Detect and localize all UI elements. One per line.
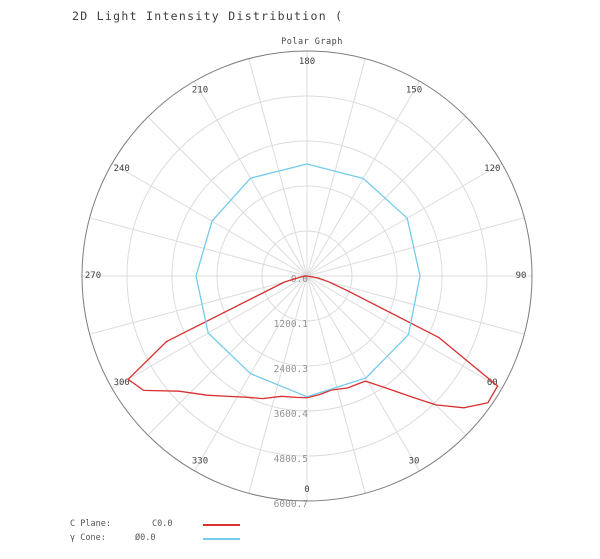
grid-ring: [261, 230, 353, 322]
grid-spoke: [147, 275, 308, 436]
grid-ring: [216, 185, 398, 367]
legend-label-gamma-cone: γ Cone:: [70, 533, 106, 543]
angle-label-180: 180: [299, 57, 315, 67]
grid-spoke: [306, 217, 525, 277]
legend: C Plane: C0.0 γ Cone: Ø0.0: [70, 518, 290, 546]
grid-spoke: [306, 275, 525, 335]
legend-row-gamma-cone: γ Cone: Ø0.0: [70, 532, 290, 546]
angle-label-30: 30: [409, 456, 420, 466]
grid-spoke: [111, 275, 308, 389]
grid-spoke: [306, 163, 503, 277]
grid-spoke: [147, 116, 308, 277]
grid-spoke: [89, 217, 308, 277]
angle-label-240: 240: [114, 164, 130, 174]
grid-spoke: [306, 275, 366, 494]
radial-label-4: 4800.5: [274, 454, 308, 465]
c-plane-curve: [127, 275, 499, 409]
grid-ring: [126, 95, 488, 457]
legend-row-c-plane: C Plane: C0.0: [70, 518, 290, 532]
grid-spoke: [89, 275, 308, 335]
angle-label-210: 210: [192, 86, 208, 96]
radial-label-2: 2400.3: [274, 364, 308, 375]
grid-ring: [171, 140, 443, 412]
angle-label-90: 90: [516, 271, 527, 281]
radial-label-0: 0.0: [291, 274, 308, 285]
legend-swatch-gamma-cone: [203, 538, 240, 540]
radial-label-3: 3600.4: [274, 409, 309, 420]
legend-value-c-plane: C0.0: [152, 519, 173, 529]
angle-label-0: 0: [304, 485, 309, 495]
angle-label-300: 300: [114, 378, 130, 388]
grid-spoke: [306, 275, 503, 389]
chart-title: 2D Light Intensity Distribution (: [72, 9, 344, 23]
grid-spoke: [306, 275, 467, 436]
grid-spoke: [306, 58, 366, 277]
grid-spoke: [248, 58, 308, 277]
radial-label-1: 1200.1: [274, 319, 309, 330]
chart-subtitle: Polar Graph: [281, 37, 343, 47]
legend-swatch-c-plane: [203, 524, 240, 526]
angle-label-270: 270: [85, 271, 101, 281]
legend-label-c-plane: C Plane:: [70, 519, 111, 529]
angle-label-60: 60: [487, 378, 498, 388]
legend-value-gamma-cone: Ø0.0: [135, 533, 156, 543]
outer-ring: [81, 50, 533, 502]
polar-chart: 0 30 60 90 120 150 180 210 240 270 300 330 0.0 1200.1…: [81, 50, 533, 510]
grid-spoke: [306, 116, 467, 277]
grid-spoke: [111, 163, 308, 277]
gamma-cone-curve: [195, 163, 421, 398]
angle-label-120: 120: [484, 164, 500, 174]
angle-label-330: 330: [192, 456, 208, 466]
grid-spoke: [306, 275, 420, 472]
radial-label-5: 6000.7: [274, 499, 308, 510]
angle-label-150: 150: [406, 86, 422, 96]
